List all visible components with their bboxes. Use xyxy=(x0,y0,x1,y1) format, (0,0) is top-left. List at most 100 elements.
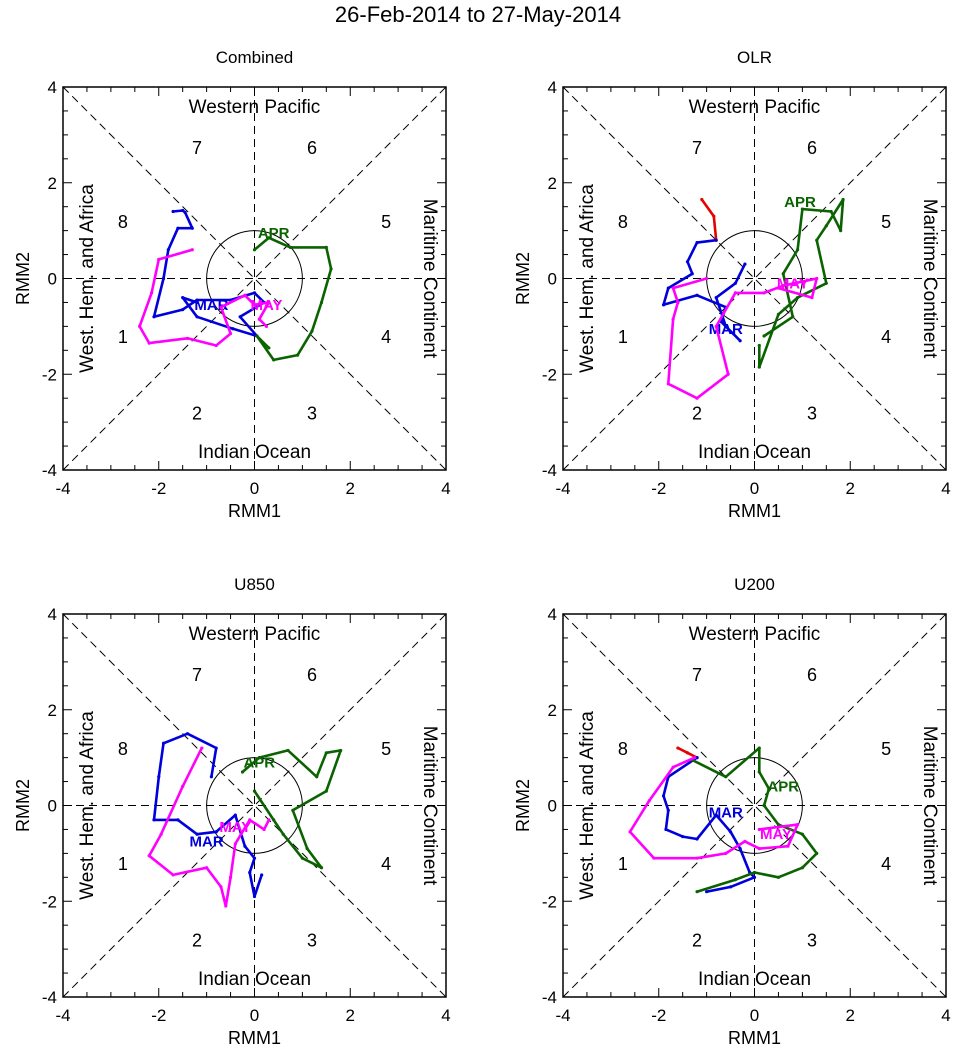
trajectory-point xyxy=(800,207,804,211)
trajectory-point xyxy=(267,346,271,350)
phase-label-8: 8 xyxy=(618,739,628,759)
trajectory-point xyxy=(666,286,670,290)
trajectory-point xyxy=(841,197,845,202)
x-tick-label: 2 xyxy=(846,1006,855,1025)
trajectory-point xyxy=(267,818,271,822)
trajectory-point xyxy=(781,272,785,276)
trajectory-point xyxy=(738,339,742,343)
x-axis-label: RMM1 xyxy=(728,501,781,521)
trajectory-point xyxy=(240,770,245,774)
phase-label-7: 7 xyxy=(192,138,202,158)
trajectory-apr xyxy=(691,746,818,893)
phase-label-2: 2 xyxy=(192,404,202,424)
x-tick-label: 0 xyxy=(750,1006,759,1025)
y-tick-label: 0 xyxy=(48,270,57,289)
trajectory-point xyxy=(743,262,747,266)
x-tick-label: 2 xyxy=(346,1006,355,1025)
x-tick-label: 4 xyxy=(441,479,450,498)
y-axis-label: RMM2 xyxy=(13,779,33,832)
trajectory-point xyxy=(255,334,259,338)
trajectory-point xyxy=(264,324,269,328)
y-tick-label: -4 xyxy=(542,461,557,480)
phase-label-8: 8 xyxy=(118,739,128,759)
trajectory-point xyxy=(324,789,328,793)
phase-label-6: 6 xyxy=(307,138,317,158)
phase-label-4: 4 xyxy=(881,854,891,874)
x-tick-label: -4 xyxy=(555,479,570,498)
trajectory-point xyxy=(757,846,761,851)
y-tick-label: 4 xyxy=(48,78,57,97)
trajectory-point xyxy=(661,303,666,307)
trajectory-point xyxy=(762,291,766,295)
phase-label-5: 5 xyxy=(881,739,891,759)
x-axis-label: RMM1 xyxy=(228,1028,281,1048)
x-tick-label: -2 xyxy=(151,1006,166,1025)
phase-label-3: 3 xyxy=(807,931,817,951)
trajectory-mar xyxy=(662,238,747,342)
trajectory-point xyxy=(214,830,218,834)
trajectory-point xyxy=(705,890,709,894)
y-tick-label: -2 xyxy=(542,892,557,911)
panel-title: U850 xyxy=(234,575,275,594)
month-label-apr: APR xyxy=(784,194,816,211)
trajectory-point xyxy=(676,300,680,305)
y-tick-label: 4 xyxy=(48,605,57,624)
month-label-mar: MAR xyxy=(709,805,743,822)
trajectory-point xyxy=(839,229,843,233)
trajectory-point xyxy=(714,296,718,300)
unit-circle xyxy=(706,757,803,854)
phase-label-8: 8 xyxy=(118,212,128,232)
trajectory-point xyxy=(295,353,300,357)
x-axis-label: RMM1 xyxy=(228,501,281,521)
unit-circle xyxy=(206,230,303,327)
region-label-right: Maritime Continent xyxy=(419,726,440,886)
phase-label-7: 7 xyxy=(192,665,202,685)
region-label-bottom: Indian Ocean xyxy=(698,969,811,990)
trajectory-point xyxy=(786,844,790,848)
trajectory-point xyxy=(171,873,175,877)
trajectory-point xyxy=(714,238,718,242)
trajectory-point xyxy=(693,756,697,760)
region-label-right: Maritime Continent xyxy=(919,726,940,886)
phase-label-4: 4 xyxy=(381,327,391,347)
trajectory-point xyxy=(724,775,728,779)
trajectory-point xyxy=(695,240,699,245)
y-tick-label: -2 xyxy=(42,892,57,911)
x-tick-label: -4 xyxy=(555,1006,570,1025)
trajectory-point xyxy=(267,300,271,305)
phase-label-1: 1 xyxy=(118,327,128,347)
trajectory-point xyxy=(272,358,276,362)
trajectory-point xyxy=(671,765,675,769)
trajectory-point xyxy=(652,856,656,860)
phase-label-7: 7 xyxy=(692,665,702,685)
trajectory-point xyxy=(291,808,295,812)
y-tick-label: 2 xyxy=(548,174,557,193)
trajectory-point xyxy=(695,756,699,760)
x-tick-label: 0 xyxy=(250,1006,259,1025)
trajectory-point xyxy=(248,870,252,875)
trajectory-point xyxy=(671,286,675,290)
trajectory-point xyxy=(781,284,785,288)
phase-label-7: 7 xyxy=(692,138,702,158)
trajectory-point xyxy=(671,317,675,321)
phase-label-5: 5 xyxy=(381,739,391,759)
trajectory-point xyxy=(310,329,314,333)
panel-title: Combined xyxy=(216,48,294,67)
trajectory-point xyxy=(272,818,276,822)
trajectory-point xyxy=(243,293,247,297)
x-tick-label: -2 xyxy=(651,1006,666,1025)
trajectory-point xyxy=(829,209,833,214)
trajectory-point xyxy=(209,775,214,779)
trajectory-point xyxy=(824,281,828,285)
region-label-left: West. Hem. and Africa xyxy=(77,711,98,900)
phase-label-5: 5 xyxy=(881,212,891,232)
trajectory-point xyxy=(767,787,771,791)
trajectory-point xyxy=(695,293,699,297)
trajectory-point xyxy=(319,866,324,870)
trajectory-point xyxy=(181,308,185,312)
trajectory-point xyxy=(324,245,328,249)
trajectory-point xyxy=(724,851,728,855)
trajectory-point xyxy=(214,746,218,750)
trajectory-point xyxy=(685,260,690,264)
